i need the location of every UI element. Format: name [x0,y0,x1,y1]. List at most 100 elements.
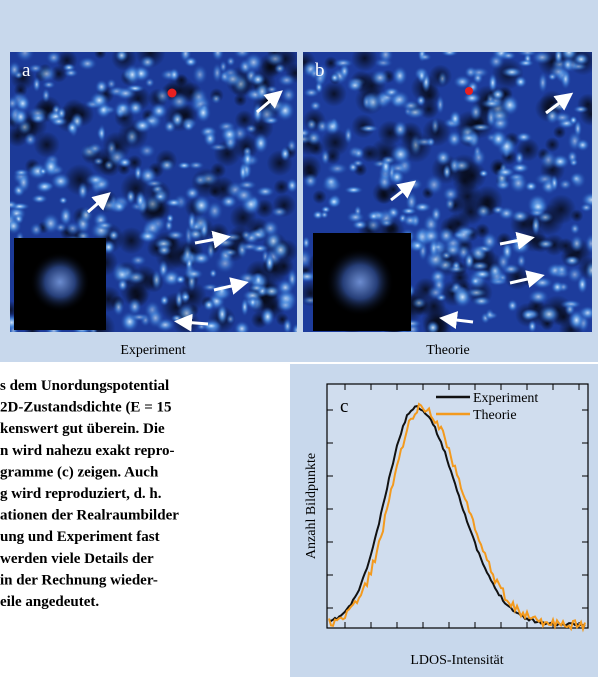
bright-spot [41,155,61,178]
bright-spot [260,306,275,327]
y-axis-label: Anzahl Bildpunkte [304,453,319,559]
bright-spot [265,52,286,67]
bright-spot [191,64,208,86]
bright-spot [137,143,157,159]
bright-spot [322,174,340,190]
bright-spot [191,251,211,266]
bright-spot [182,243,193,265]
bright-spot [548,63,569,80]
bright-spot [538,305,560,324]
bright-spot [329,72,340,83]
bright-spot [496,252,511,272]
bright-spot [243,52,264,73]
text-line: g wird reproduziert, d. h. [0,486,162,502]
bright-spot [458,131,480,145]
bright-spot [446,265,467,274]
bright-spot [442,186,460,203]
bright-spot [198,171,220,187]
bright-spot [238,162,248,183]
bright-spot [154,192,167,201]
bright-spot [220,194,238,209]
bright-spot [550,280,564,294]
panel-c-background [290,364,598,677]
bright-spot [14,94,31,113]
bright-spot [370,69,390,87]
bright-spot [558,178,573,191]
bright-spot [10,60,22,79]
text-line: gramme (c) zeigen. Auch [0,464,159,480]
bright-spot [158,158,176,173]
bright-spot [462,92,482,104]
bright-spot [339,63,350,80]
bright-spot [471,148,487,168]
bright-spot [572,52,590,66]
bright-spot [156,244,172,257]
bright-spot [226,313,236,325]
bright-spot [413,201,432,213]
bright-spot [209,268,218,279]
bright-spot [388,90,411,110]
bright-spot [469,102,483,122]
bright-spot [430,117,440,135]
bright-spot [471,295,492,307]
text-line: eile angedeutet. [0,594,99,610]
bright-spot [150,102,168,120]
bright-spot [469,244,487,261]
dark-spot [312,189,327,205]
bright-spot [475,204,491,219]
bright-spot [112,297,125,317]
bright-spot [41,212,61,235]
bright-spot [77,56,98,71]
bright-spot [566,265,584,284]
bright-spot [195,102,212,123]
bright-spot [446,130,463,148]
bright-spot [443,242,463,258]
bright-spot [248,296,258,309]
bright-spot [221,232,243,242]
bright-spot [113,100,133,119]
bright-spot [159,294,170,307]
bright-spot [169,92,190,111]
dark-spot [117,226,146,255]
bright-spot [309,100,322,112]
bright-spot [352,146,365,160]
panel-label: b [315,60,325,81]
bright-spot [23,132,37,147]
bright-spot [245,123,258,134]
bright-spot [539,149,558,171]
marker-dot [465,87,473,95]
bright-spot [346,78,364,93]
bright-spot [515,131,533,143]
bright-spot [452,286,473,309]
marker-dot [167,88,177,98]
bright-spot [391,65,408,87]
bright-spot [216,303,228,325]
bright-spot [210,93,222,105]
bright-spot [402,213,419,227]
dark-spot [324,56,338,70]
panel-label: a [22,60,31,81]
bright-spot [514,75,528,89]
bright-spot [35,64,58,83]
bright-spot [440,52,459,57]
bright-spot [540,179,557,194]
bright-spot [270,206,288,218]
bright-spot [233,320,251,332]
bright-spot [392,120,408,139]
bright-spot [114,52,129,63]
bright-spot [528,198,549,215]
bright-spot [202,298,216,312]
bright-spot [323,117,342,136]
bright-spot [252,102,263,124]
text-line: 2D-Zustandsdichte (E = 15 [0,400,172,416]
bright-spot [569,222,581,235]
bright-spot [516,253,527,269]
arrows [87,90,574,332]
bright-spot [253,132,269,154]
bright-spot [275,288,296,309]
plot-frame [326,383,589,629]
bright-spot [32,76,41,93]
bright-spot [508,173,529,194]
bright-spot [184,268,204,280]
curve-theory [328,402,586,633]
